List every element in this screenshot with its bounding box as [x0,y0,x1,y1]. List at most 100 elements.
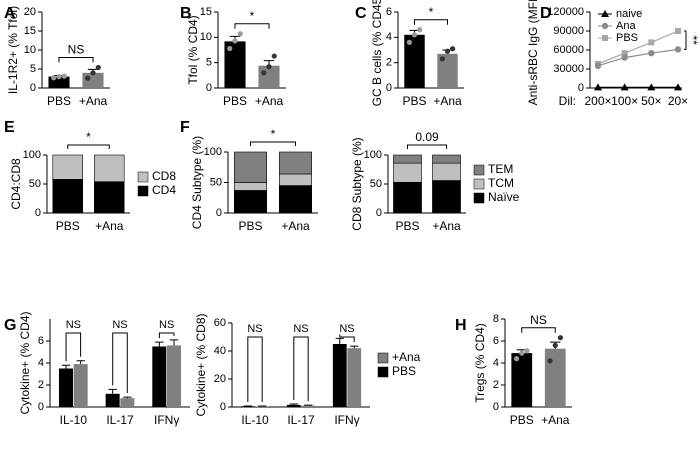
panel-letter: C [355,5,367,22]
bar [120,398,135,407]
x-tick-label: PBS [238,219,262,233]
y-tick-label: 6 [493,335,499,347]
data-point [439,56,445,62]
y-tick-label: 2 [386,57,392,69]
bar-segment [234,182,268,191]
bar [73,364,88,407]
x-tick-label: 50× [641,94,661,108]
x-tick-label: PBS [47,94,71,108]
x-tick-label: +Ana [432,219,461,233]
bar-segment [278,185,312,214]
legend-swatch [473,164,485,176]
marker [648,49,655,57]
data-point [61,73,67,79]
data-point [519,350,525,356]
bracket [234,23,270,29]
y-axis-label: GC B cells (% CD45) [370,0,384,106]
bracket [293,336,309,402]
y-axis-label: Cytokine+ (% CD8) [194,313,208,416]
y-tick-label: 15 [200,6,212,18]
y-axis-label: Tregs (% CD4) [473,323,487,403]
x-tick-label: IL-17 [287,413,315,427]
bar [255,406,270,407]
x-tick-label: PBS [402,94,426,108]
y-tick-label: 6 [38,335,44,347]
legend-marker [601,22,609,30]
significance: * [271,127,276,141]
data-point [56,74,62,80]
x-axis-label: Dil: [559,94,576,108]
significance: NS [339,323,354,335]
data-point [95,64,101,71]
y-tick-label: 40 [214,345,226,357]
y-tick-label: 50 [29,178,41,190]
data-point [271,53,277,59]
bar-segment [278,173,312,186]
marker [594,83,602,91]
bar-segment [234,151,268,183]
data-point [227,45,233,52]
marker [674,46,682,53]
legend-swatch [137,171,149,183]
bar-segment [393,154,422,164]
x-tick-label: PBS [56,219,80,233]
data-point [411,32,418,38]
x-tick-label: +Ana [541,413,570,427]
data-point [417,27,423,33]
y-tick-label: 5 [30,63,36,75]
legend-label: Naïve [488,190,520,204]
error-bar [155,341,164,347]
data-point [232,38,238,44]
data-point [85,75,91,81]
data-point [51,75,57,81]
y-tick-label: 100 [204,146,222,158]
y-tick-label: 60000 [553,44,584,56]
significance: * [429,5,434,19]
bar [301,405,316,407]
legend-label: naive [616,8,642,20]
x-tick-label: +Ana [79,94,108,108]
y-tick-label: 8 [493,313,499,325]
bracket [247,336,263,403]
y-tick-label: 10 [200,31,212,43]
y-tick-label: 50 [370,178,382,190]
significance: NS [530,313,547,327]
bar [347,348,362,407]
y-tick-label: 0 [216,207,222,219]
error-bar [123,396,132,399]
significance: 0.09 [415,130,439,144]
marker [620,83,629,91]
bar [240,406,255,407]
y-tick-label: 0 [206,82,212,94]
bar-segment [432,162,461,181]
legend-label: PBS [392,364,416,378]
y-tick-label: 50 [210,176,222,188]
data-point [547,358,553,364]
legend-label: +Ana [392,350,421,364]
series-line [597,48,679,67]
marker [594,62,602,70]
significance: NS [247,323,262,335]
data-point [237,31,243,37]
bracket [58,56,94,63]
bar [544,348,566,407]
data-point [406,39,412,46]
significance: * [86,130,91,144]
x-tick-label: IL-10 [241,413,269,427]
bracket [65,332,82,362]
data-point [513,356,520,362]
x-tick-label: +Ana [433,94,462,108]
bar [48,76,70,88]
data-point [552,342,558,348]
x-tick-label: 100× [611,94,638,108]
x-tick-label: +Ana [95,219,124,233]
legend-label: CD4 [152,183,176,197]
y-tick-label: 100 [364,149,382,161]
y-tick-label: 6 [386,6,392,18]
bar-segment [432,180,461,214]
legend-swatch [473,178,485,190]
bracket [414,19,448,25]
marker [621,54,628,61]
y-axis-label: CD8 Subtype (%) [350,137,364,230]
y-tick-label: 20 [214,373,226,385]
